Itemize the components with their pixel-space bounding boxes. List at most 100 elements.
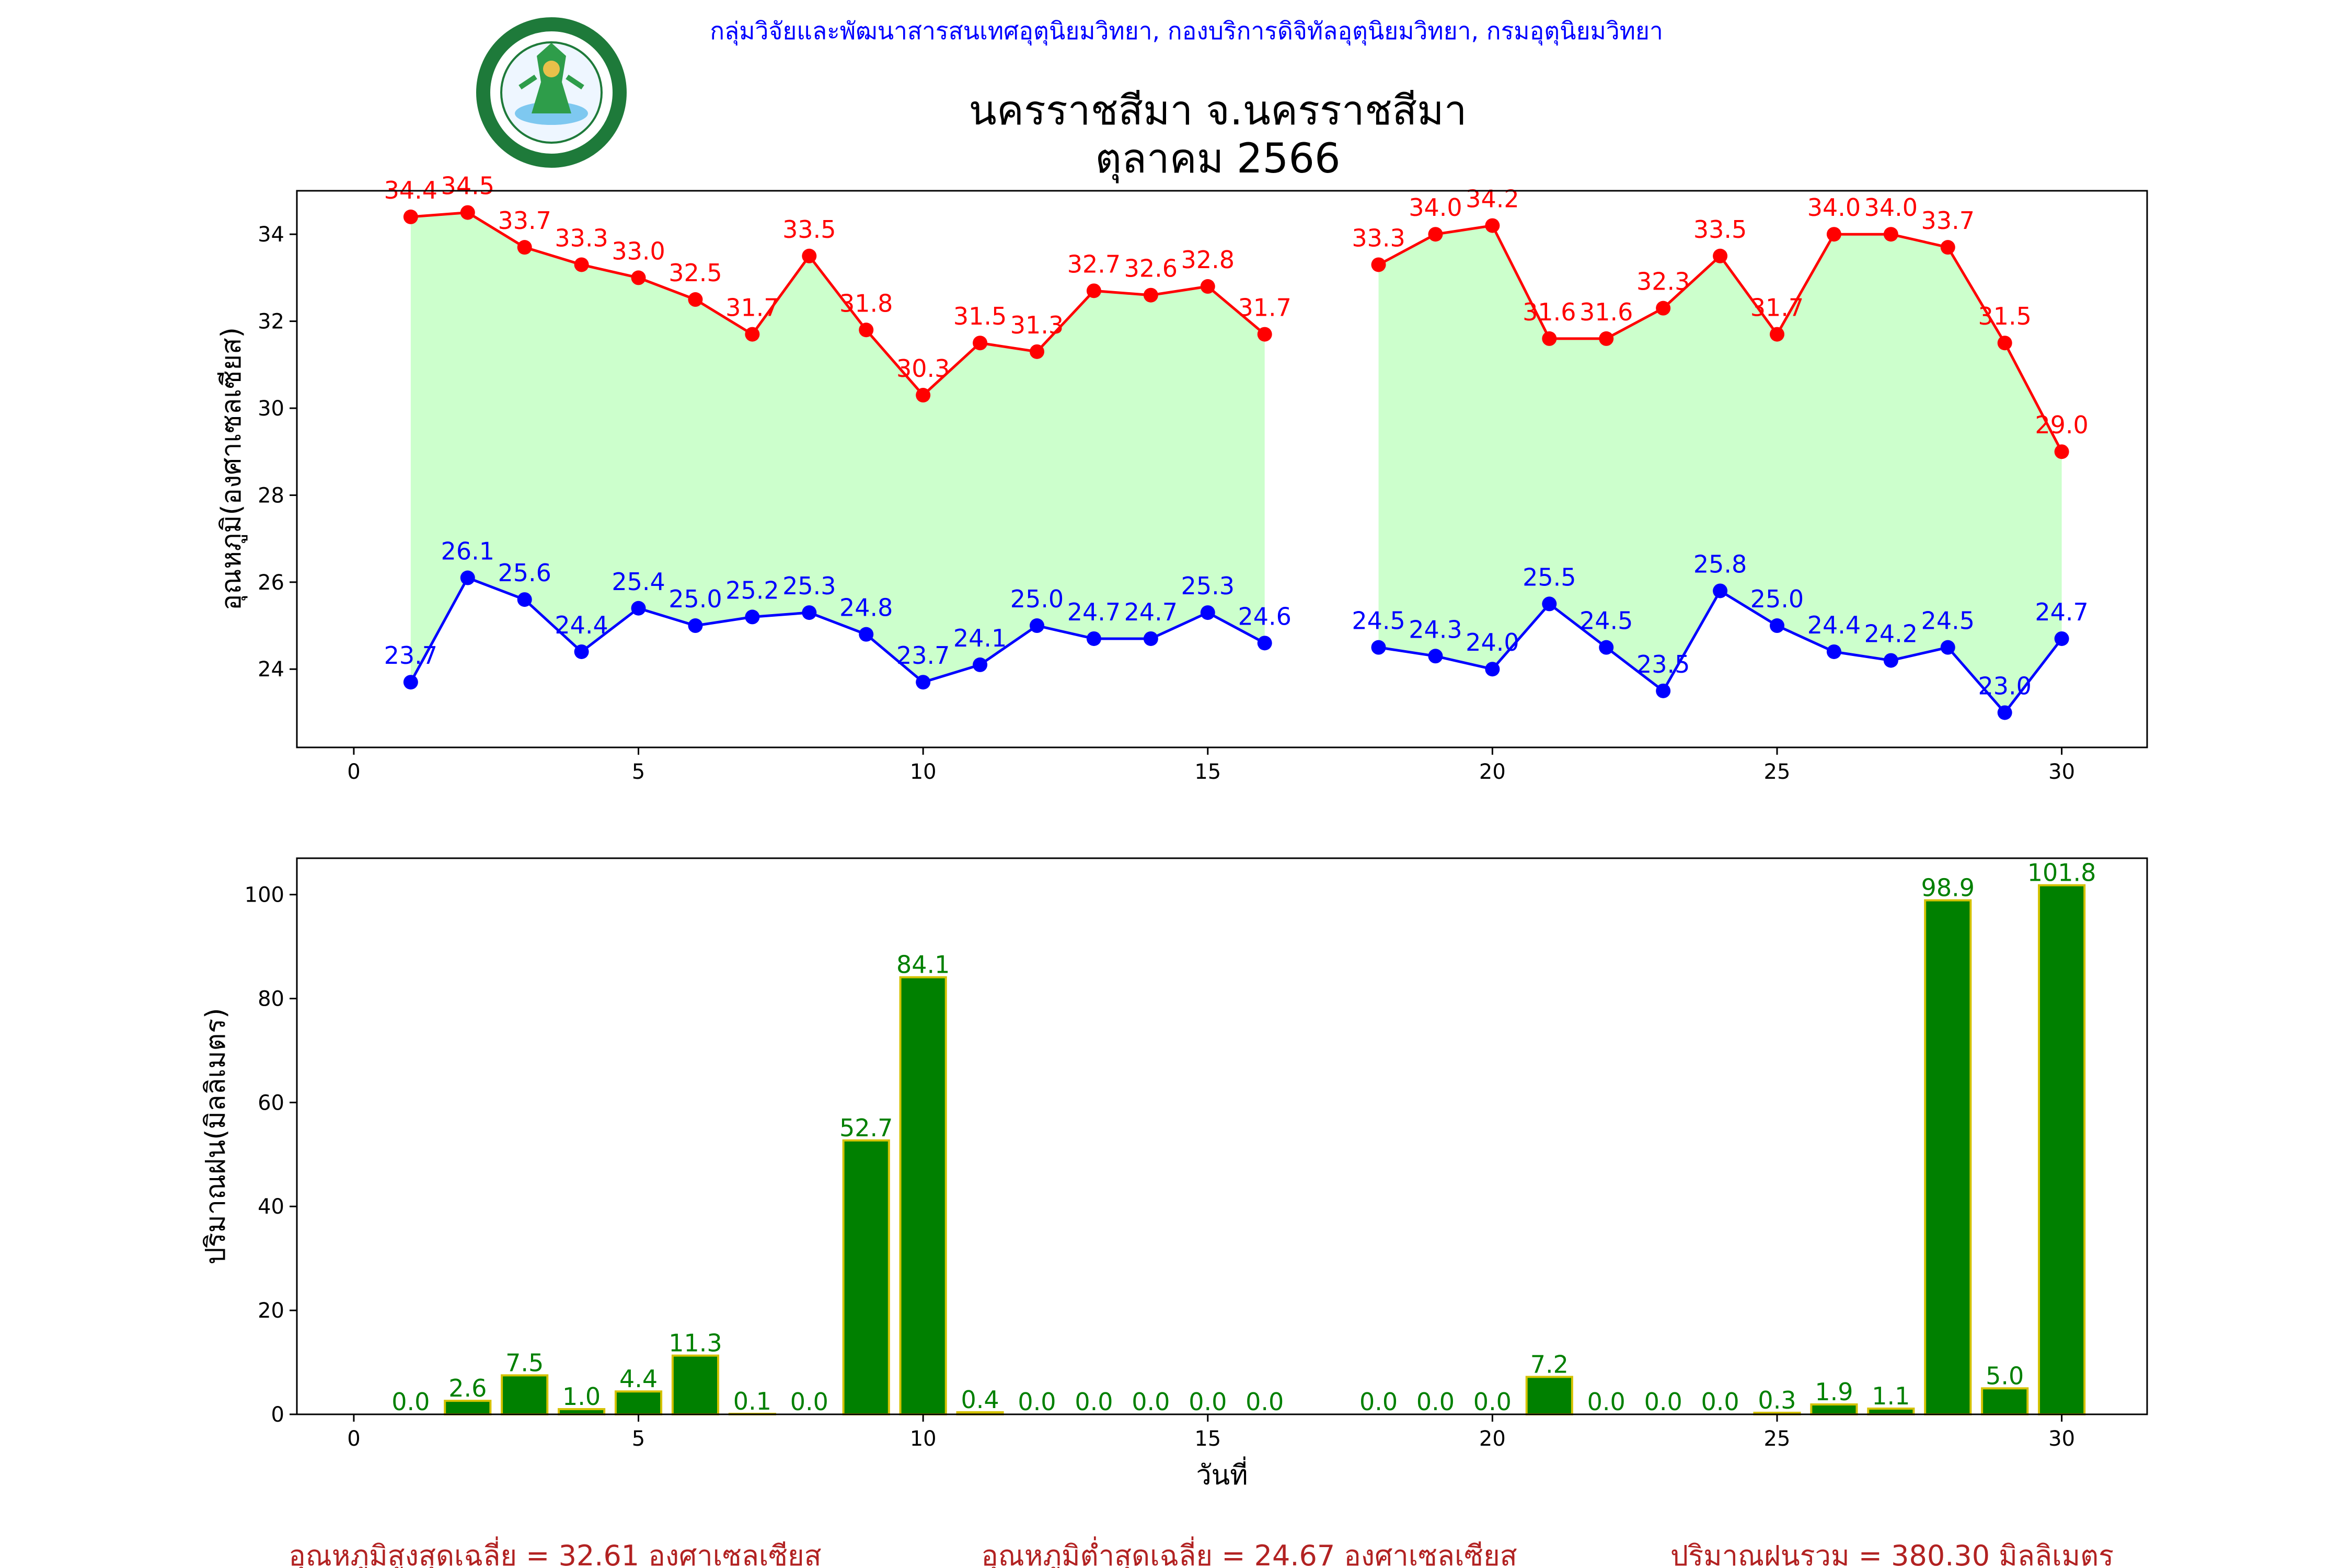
rain-label: 0.0	[1701, 1388, 1739, 1416]
min-temp-label: 24.3	[1409, 615, 1462, 643]
min-temp-point	[1997, 705, 2012, 720]
max-temp-point	[1883, 227, 1898, 242]
max-temp-label: 31.3	[1010, 311, 1064, 339]
temperature-x-ticks: 0 5 10 15 20 25 30	[347, 747, 2075, 784]
x-tick-label: 5	[632, 1427, 645, 1451]
min-temp-point	[1428, 649, 1443, 664]
y-tick-label: 60	[258, 1091, 284, 1115]
min-temp-point	[1257, 636, 1272, 651]
footer-total-rain: ปริมาณฝนรวม = 380.30 มิลลิเมตร	[1670, 1539, 2114, 1568]
min-temp-label: 24.6	[1238, 602, 1291, 630]
max-temp-line	[410, 211, 1266, 397]
min-temp-point	[1030, 618, 1044, 633]
y-tick-label: 32	[258, 310, 284, 334]
rain-label: 0.4	[961, 1386, 999, 1414]
rain-label: 98.9	[1921, 874, 1975, 902]
max-temp-point	[1143, 287, 1158, 303]
min-temp-label: 25.5	[1523, 563, 1576, 591]
rain-label: 1.9	[1815, 1378, 1853, 1406]
min-temp-point	[802, 605, 817, 620]
min-temp-label: 25.4	[612, 568, 665, 596]
rain-label: 0.0	[1246, 1388, 1284, 1416]
max-temp-label: 30.3	[896, 354, 950, 383]
min-temp-point	[1143, 631, 1158, 646]
max-temp-point	[1030, 344, 1044, 359]
max-temp-label: 31.5	[953, 302, 1007, 330]
rain-label: 0.0	[1359, 1388, 1398, 1416]
x-tick-label: 15	[1194, 1427, 1221, 1451]
min-temp-label: 24.2	[1864, 620, 1918, 648]
rain-label: 0.0	[1473, 1388, 1512, 1416]
rain-bar	[1981, 1387, 2029, 1415]
min-temp-label: 23.0	[1978, 672, 2031, 700]
y-tick-label: 0	[271, 1403, 284, 1427]
min-temp-label: 24.1	[953, 624, 1007, 652]
x-tick-label: 10	[910, 1427, 937, 1451]
min-temp-label: 25.0	[668, 585, 722, 613]
max-temp-point	[745, 327, 760, 342]
min-temp-point	[745, 609, 760, 625]
rainfall-x-axis-label: วันที่	[1196, 1456, 1248, 1491]
max-temp-label: 31.6	[1579, 298, 1633, 326]
y-tick-label: 24	[258, 658, 284, 682]
rain-label: 2.6	[448, 1374, 487, 1402]
min-temp-label: 26.1	[441, 537, 494, 566]
y-tick-label: 20	[258, 1299, 284, 1323]
max-temp-label: 34.0	[1864, 193, 1918, 222]
footer-average-min: อุณหภูมิต่ำสุดเฉลี่ย = 24.67 องศาเซลเซีย…	[981, 1536, 1517, 1568]
rain-bar	[444, 1400, 492, 1415]
rain-bar	[1924, 899, 1972, 1415]
rain-label: 7.5	[505, 1348, 544, 1377]
rain-label: 4.4	[619, 1365, 658, 1393]
rainfall-plot-frame	[296, 857, 2148, 1415]
rain-label: 101.8	[2027, 859, 2096, 887]
min-temp-point	[1599, 640, 1614, 655]
chart-title-station: นครราชสีมา จ.นครราชสีมา	[969, 87, 1467, 134]
range-fill-segment	[1378, 225, 2062, 713]
max-temp-point	[973, 336, 988, 351]
max-temp-point	[517, 240, 532, 255]
max-temp-label: 33.7	[1921, 206, 1975, 235]
rain-label: 1.1	[1872, 1382, 1910, 1410]
min-temp-label: 24.5	[1579, 607, 1633, 635]
rain-bar	[614, 1390, 663, 1416]
temperature-data-labels: 34.4 34.533.733.3 33.032.531.733.531.830.3…	[384, 172, 2089, 700]
max-temp-label: 33.0	[612, 237, 665, 265]
min-temp-label: 25.3	[1181, 572, 1235, 600]
y-tick-label: 40	[258, 1195, 284, 1219]
min-temp-label: 25.0	[1010, 585, 1064, 613]
min-temp-label: 23.5	[1636, 650, 1690, 678]
x-tick-label: 10	[910, 760, 937, 784]
temperature-plot-frame	[296, 190, 2148, 748]
max-temp-label: 33.3	[555, 224, 608, 252]
rainfall-y-ticks: 0 20 40 60 80 100	[245, 883, 297, 1427]
min-temp-label: 25.2	[725, 576, 779, 604]
temperature-y-axis-label: อุณหภูมิ(องศาเซลเซียส)	[216, 327, 248, 610]
rain-label: 0.0	[391, 1388, 430, 1416]
max-temp-label: 31.5	[1978, 302, 2031, 330]
max-temp-point	[1200, 279, 1215, 294]
x-tick-label: 20	[1479, 760, 1506, 784]
rain-label: 52.7	[839, 1114, 893, 1142]
rain-bar	[671, 1354, 720, 1415]
max-temp-point	[631, 270, 646, 285]
rainfall-data-labels: 0.0 2.6 7.5 1.0 4.4 11.3 0.1 0.0 52.7 84.1 0.4 0.0 0…	[391, 859, 2096, 1416]
min-temp-point	[1371, 640, 1386, 655]
rainfall-y-axis-label: ปริมาณฝน(มิลลิเมตร)	[200, 1008, 232, 1264]
max-temp-point	[1770, 327, 1784, 342]
rain-label: 0.0	[1018, 1388, 1056, 1416]
min-temp-label: 24.0	[1466, 628, 1519, 656]
max-temp-label: 29.0	[2035, 411, 2088, 439]
min-temp-point	[1200, 605, 1215, 620]
max-temp-label: 33.5	[782, 215, 836, 244]
min-temp-point	[859, 627, 874, 642]
min-temp-line	[409, 576, 1265, 684]
x-tick-label: 5	[632, 760, 645, 784]
max-temp-point	[859, 322, 874, 338]
rain-bar	[899, 976, 947, 1416]
min-temp-point	[1883, 653, 1898, 668]
min-temp-point	[631, 601, 646, 616]
min-temp-point	[1086, 631, 1101, 646]
y-tick-label: 80	[258, 987, 284, 1011]
footer-average-max: อุณหภูมิสูงสุดเฉลี่ย = 32.61 องศาเซลเซีย…	[289, 1536, 821, 1568]
